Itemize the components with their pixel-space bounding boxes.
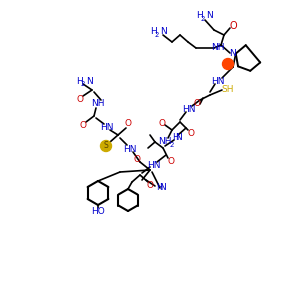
Text: NH: NH: [91, 100, 105, 109]
Text: 2: 2: [81, 81, 85, 87]
Text: 2: 2: [170, 142, 174, 148]
Text: HN: HN: [100, 122, 114, 131]
Text: N: N: [175, 134, 182, 142]
Text: O: O: [146, 181, 154, 190]
Text: H: H: [172, 134, 178, 142]
Text: N: N: [160, 28, 167, 37]
Text: H: H: [156, 182, 162, 191]
Text: O: O: [229, 21, 237, 31]
Text: HN: HN: [182, 104, 196, 113]
Text: N: N: [229, 50, 236, 58]
Text: H: H: [76, 76, 83, 85]
Text: N: N: [160, 184, 167, 193]
Text: O: O: [76, 94, 83, 103]
Text: HN: HN: [211, 76, 225, 85]
Text: HN: HN: [123, 145, 137, 154]
Text: O: O: [80, 121, 86, 130]
Text: NH: NH: [211, 44, 225, 52]
Text: O: O: [134, 154, 140, 164]
Text: O: O: [158, 118, 166, 127]
Text: S: S: [103, 142, 108, 151]
Text: H: H: [150, 28, 157, 37]
Text: O: O: [124, 119, 131, 128]
Text: O: O: [188, 128, 194, 137]
Text: N: N: [86, 76, 93, 85]
Text: SH: SH: [222, 85, 234, 94]
Text: HN: HN: [147, 160, 161, 169]
Text: H: H: [196, 11, 203, 20]
Text: HO: HO: [91, 206, 105, 215]
Circle shape: [223, 58, 233, 70]
Text: O: O: [194, 100, 200, 109]
Text: NH: NH: [158, 137, 172, 146]
Circle shape: [100, 140, 112, 152]
Text: 2: 2: [155, 32, 159, 38]
Text: N: N: [206, 11, 213, 20]
Text: O: O: [167, 157, 175, 166]
Text: 2: 2: [201, 16, 206, 22]
